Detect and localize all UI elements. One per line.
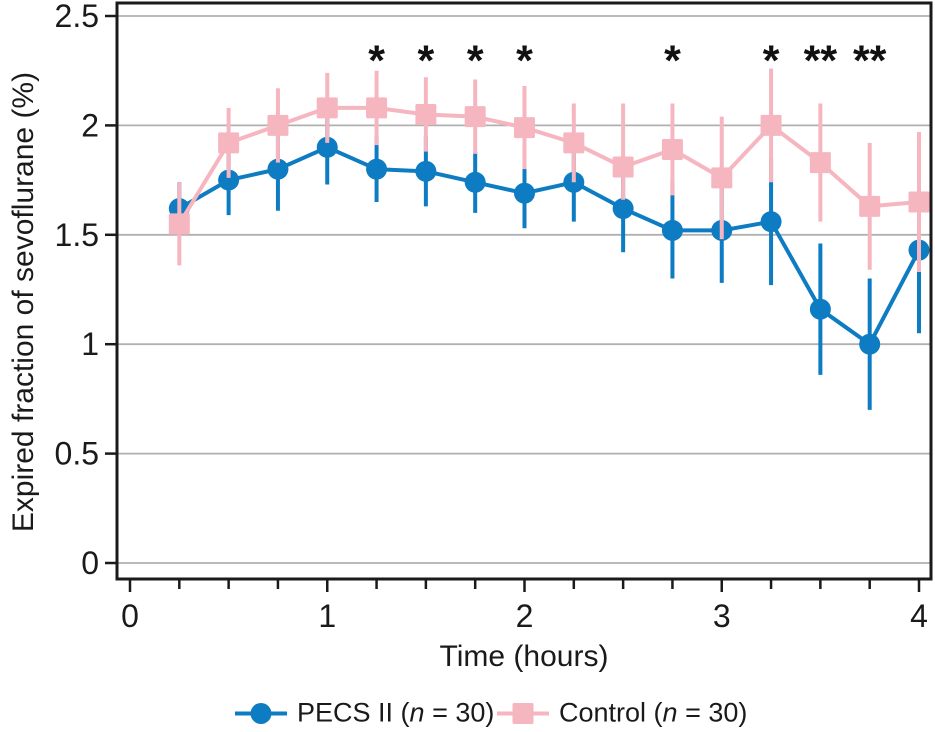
control-series-line xyxy=(177,105,921,226)
significance-marker: ** xyxy=(853,37,887,85)
legend-label-pecs-pre: PECS II ( xyxy=(297,697,410,728)
pecs-data-point xyxy=(267,158,289,180)
y-tick-label: 0 xyxy=(81,545,99,581)
control-data-point xyxy=(316,97,338,119)
significance-marker: * xyxy=(418,37,435,85)
significance-markers: * * * * * * ** ** xyxy=(368,37,886,85)
control-data-point xyxy=(218,132,240,154)
pecs-data-point xyxy=(859,333,881,355)
control-data-point xyxy=(563,132,585,154)
y-tick-label: 1.5 xyxy=(55,217,99,253)
legend-item-control: Control (n = 30) xyxy=(497,698,747,729)
y-tick-labels: 0 0.5 1 1.5 2 2.5 xyxy=(55,0,99,581)
control-data-point xyxy=(760,114,782,136)
y-axis-title: Expired fraction of sevoflurane (%) xyxy=(7,71,40,533)
legend-label-control-pre: Control ( xyxy=(559,697,663,728)
y-tick-label: 0.5 xyxy=(55,436,99,472)
control-legend-marker-icon xyxy=(497,702,549,724)
x-tick-label: 4 xyxy=(910,598,928,634)
legend-label-pecs-n: n xyxy=(409,697,425,728)
significance-marker: * xyxy=(516,37,533,85)
pecs-data-point xyxy=(514,182,535,204)
pecs-data-point xyxy=(661,219,683,241)
pecs-data-point xyxy=(612,198,634,220)
control-data-point xyxy=(366,97,388,119)
pecs-data-point xyxy=(464,171,486,193)
control-data-point xyxy=(168,213,190,235)
pecs-data-point xyxy=(415,160,437,182)
axis-ticks xyxy=(105,14,921,592)
control-data-point xyxy=(464,106,486,128)
pecs-data-point xyxy=(316,136,338,158)
legend-label-pecs: PECS II (n = 30) xyxy=(297,698,494,729)
legend-item-pecs: PECS II (n = 30) xyxy=(235,698,494,729)
pecs-data-point xyxy=(760,211,782,233)
y-tick-label: 1 xyxy=(81,326,99,362)
x-tick-label: 1 xyxy=(318,598,336,634)
significance-marker: * xyxy=(763,37,780,85)
significance-marker: ** xyxy=(804,37,838,85)
control-data-point xyxy=(514,117,535,139)
series-control xyxy=(168,68,930,272)
legend-label-control: Control (n = 30) xyxy=(559,698,747,729)
legend-label-control-post: = 30) xyxy=(677,697,748,728)
x-tick-labels: 0 1 2 3 4 xyxy=(121,598,928,634)
y-tick-label: 2 xyxy=(81,107,99,143)
significance-marker: * xyxy=(664,37,681,85)
control-data-point xyxy=(859,195,881,217)
control-data-point xyxy=(415,103,437,125)
control-data-point xyxy=(809,152,831,174)
x-tick-label: 3 xyxy=(713,598,731,634)
significance-marker: * xyxy=(467,37,484,85)
control-data-point xyxy=(661,138,683,160)
x-tick-label: 0 xyxy=(121,598,139,634)
control-data-point xyxy=(711,167,733,189)
pecs-series-line xyxy=(177,145,921,347)
pecs-data-point xyxy=(218,169,240,191)
control-data-point xyxy=(908,191,930,213)
control-data-point xyxy=(267,114,289,136)
control-legend-square-icon xyxy=(512,702,534,724)
pecs-legend-circle-icon xyxy=(250,702,272,724)
pecs-legend-marker-icon xyxy=(235,702,287,724)
x-tick-label: 2 xyxy=(516,598,534,634)
control-data-point xyxy=(612,156,634,178)
pecs-data-point xyxy=(809,298,831,320)
significance-marker: * xyxy=(368,37,385,85)
pecs-data-point xyxy=(366,158,388,180)
legend-label-pecs-post: = 30) xyxy=(424,697,495,728)
y-tick-label: 2.5 xyxy=(55,0,99,34)
x-axis-title: Time (hours) xyxy=(439,640,609,673)
legend-label-control-n: n xyxy=(662,697,678,728)
